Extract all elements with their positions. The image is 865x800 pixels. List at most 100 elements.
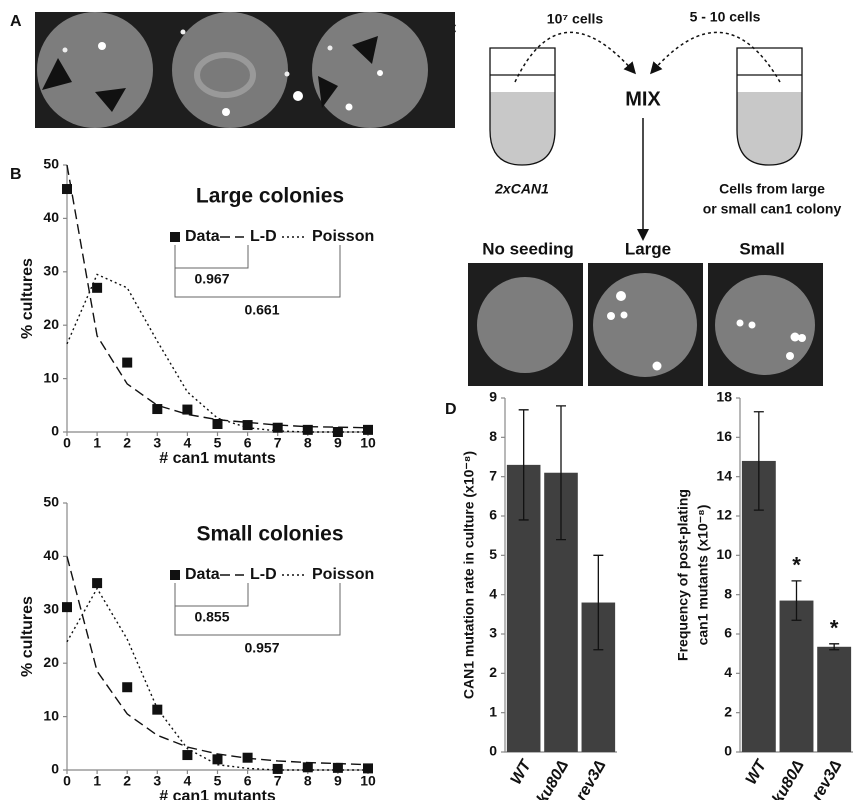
data-point bbox=[242, 420, 253, 431]
error-bar bbox=[791, 580, 802, 621]
bar bbox=[817, 646, 852, 752]
bar bbox=[779, 600, 814, 752]
series-line bbox=[66, 587, 368, 771]
data-point bbox=[363, 424, 373, 435]
legend-label: Poisson bbox=[312, 566, 374, 583]
y-axis-label: CAN1 mutation rate in culture (x10⁻⁸) bbox=[461, 451, 477, 699]
bracket bbox=[174, 583, 341, 636]
y-tick-label: 20 bbox=[43, 316, 59, 332]
x-tick-label: 0 bbox=[63, 773, 71, 789]
legend-marker bbox=[170, 232, 180, 242]
data-point bbox=[182, 750, 193, 761]
x-axis-label: # can1 mutants bbox=[159, 788, 276, 800]
error-bar bbox=[829, 643, 840, 651]
y-tick-label: 10 bbox=[43, 707, 59, 723]
y-tick-label: 50 bbox=[43, 494, 59, 510]
annotation: 0.661 bbox=[244, 302, 279, 318]
annotation: 0.855 bbox=[194, 609, 229, 625]
y-tick-label: 18 bbox=[716, 389, 732, 405]
series-line bbox=[66, 164, 369, 429]
y-tick-label: 0 bbox=[489, 743, 497, 759]
diagram-label: 5 - 10 cells bbox=[690, 9, 761, 25]
image-label: Large bbox=[625, 239, 671, 258]
y-tick-label: 1 bbox=[489, 703, 497, 719]
x-tick-label: 8 bbox=[304, 435, 312, 451]
arrow bbox=[514, 31, 781, 241]
series-line bbox=[66, 556, 369, 766]
x-tick-label: 5 bbox=[214, 435, 222, 451]
y-tick-label: 8 bbox=[724, 585, 732, 601]
diagram-label: 10⁷ cells bbox=[547, 11, 604, 27]
legend-marker bbox=[170, 570, 180, 580]
image-label: No seeding bbox=[482, 239, 574, 258]
data-point bbox=[62, 602, 72, 613]
dish-images bbox=[468, 263, 823, 386]
data-point bbox=[122, 357, 133, 368]
x-tick-label: 10 bbox=[360, 773, 376, 789]
y-tick-label: 0 bbox=[51, 761, 59, 777]
x-axis-label: # can1 mutants bbox=[159, 450, 276, 467]
diagram-label: 2xCAN1 bbox=[494, 181, 549, 197]
x-tick-label: 1 bbox=[93, 773, 101, 789]
y-axis-label: Frequency of post-plating bbox=[675, 489, 691, 661]
y-tick-label: 14 bbox=[716, 467, 732, 483]
data-point bbox=[302, 762, 313, 773]
chart-title: Small colonies bbox=[196, 523, 343, 546]
data-point bbox=[182, 404, 193, 415]
legend-label: L-D bbox=[250, 566, 277, 583]
legend-label: L-D bbox=[250, 228, 277, 245]
error-bar bbox=[753, 411, 764, 511]
x-tick-label: 4 bbox=[184, 435, 192, 451]
y-tick-label: 50 bbox=[43, 156, 59, 172]
y-tick-label: 0 bbox=[724, 743, 732, 759]
y-tick-label: 30 bbox=[43, 263, 59, 279]
x-tick-label: 9 bbox=[334, 773, 342, 789]
annotation: * bbox=[830, 616, 839, 641]
panel-label: B bbox=[10, 166, 22, 183]
y-tick-label: 6 bbox=[489, 507, 497, 523]
x-tick-label: 10 bbox=[360, 435, 376, 451]
data-point bbox=[272, 763, 283, 774]
tube bbox=[489, 47, 803, 166]
y-tick-label: 16 bbox=[716, 428, 732, 444]
x-tick-label: 4 bbox=[184, 773, 192, 789]
data-point bbox=[332, 762, 343, 773]
y-tick-label: 7 bbox=[489, 467, 497, 483]
x-tick-label: 2 bbox=[123, 773, 131, 789]
error-bar bbox=[518, 409, 529, 521]
panel-label: A bbox=[10, 13, 22, 30]
y-tick-label: 2 bbox=[724, 703, 732, 719]
x-tick-label: 0 bbox=[63, 435, 71, 451]
y-axis-label: can1 mutants (x10⁻⁸) bbox=[695, 505, 711, 646]
y-tick-label: 10 bbox=[716, 546, 732, 562]
diagram-label: or small can1 colony bbox=[703, 201, 842, 217]
y-tick-label: 6 bbox=[724, 625, 732, 641]
x-tick-label: rev3Δ bbox=[573, 757, 610, 800]
error-bar bbox=[556, 405, 566, 541]
diagram-label: Cells from large bbox=[719, 181, 825, 197]
y-tick-label: 4 bbox=[724, 664, 732, 680]
x-tick-label: yku80Δ bbox=[764, 757, 807, 800]
chart-title: Large colonies bbox=[196, 185, 344, 208]
x-tick-label: 8 bbox=[304, 773, 312, 789]
y-tick-label: 9 bbox=[489, 389, 497, 405]
error-bar bbox=[593, 554, 604, 651]
data-point bbox=[62, 184, 72, 195]
y-axis-label: % cultures bbox=[19, 596, 36, 677]
x-tick-label: 7 bbox=[274, 435, 282, 451]
series-line bbox=[66, 273, 368, 433]
x-tick-label: WT bbox=[508, 757, 536, 788]
y-tick-label: 10 bbox=[43, 369, 59, 385]
y-tick-label: 40 bbox=[43, 209, 59, 225]
panel-label: D bbox=[445, 401, 457, 418]
x-tick-label: 7 bbox=[274, 773, 282, 789]
legend-label: Data bbox=[185, 228, 220, 245]
annotation: * bbox=[792, 553, 801, 578]
data-point bbox=[302, 424, 313, 435]
x-tick-label: 6 bbox=[244, 773, 252, 789]
data-point bbox=[92, 282, 103, 293]
x-tick-label: 5 bbox=[214, 773, 222, 789]
x-tick-label: yku80Δ bbox=[529, 757, 572, 800]
x-tick-label: 3 bbox=[153, 773, 161, 789]
